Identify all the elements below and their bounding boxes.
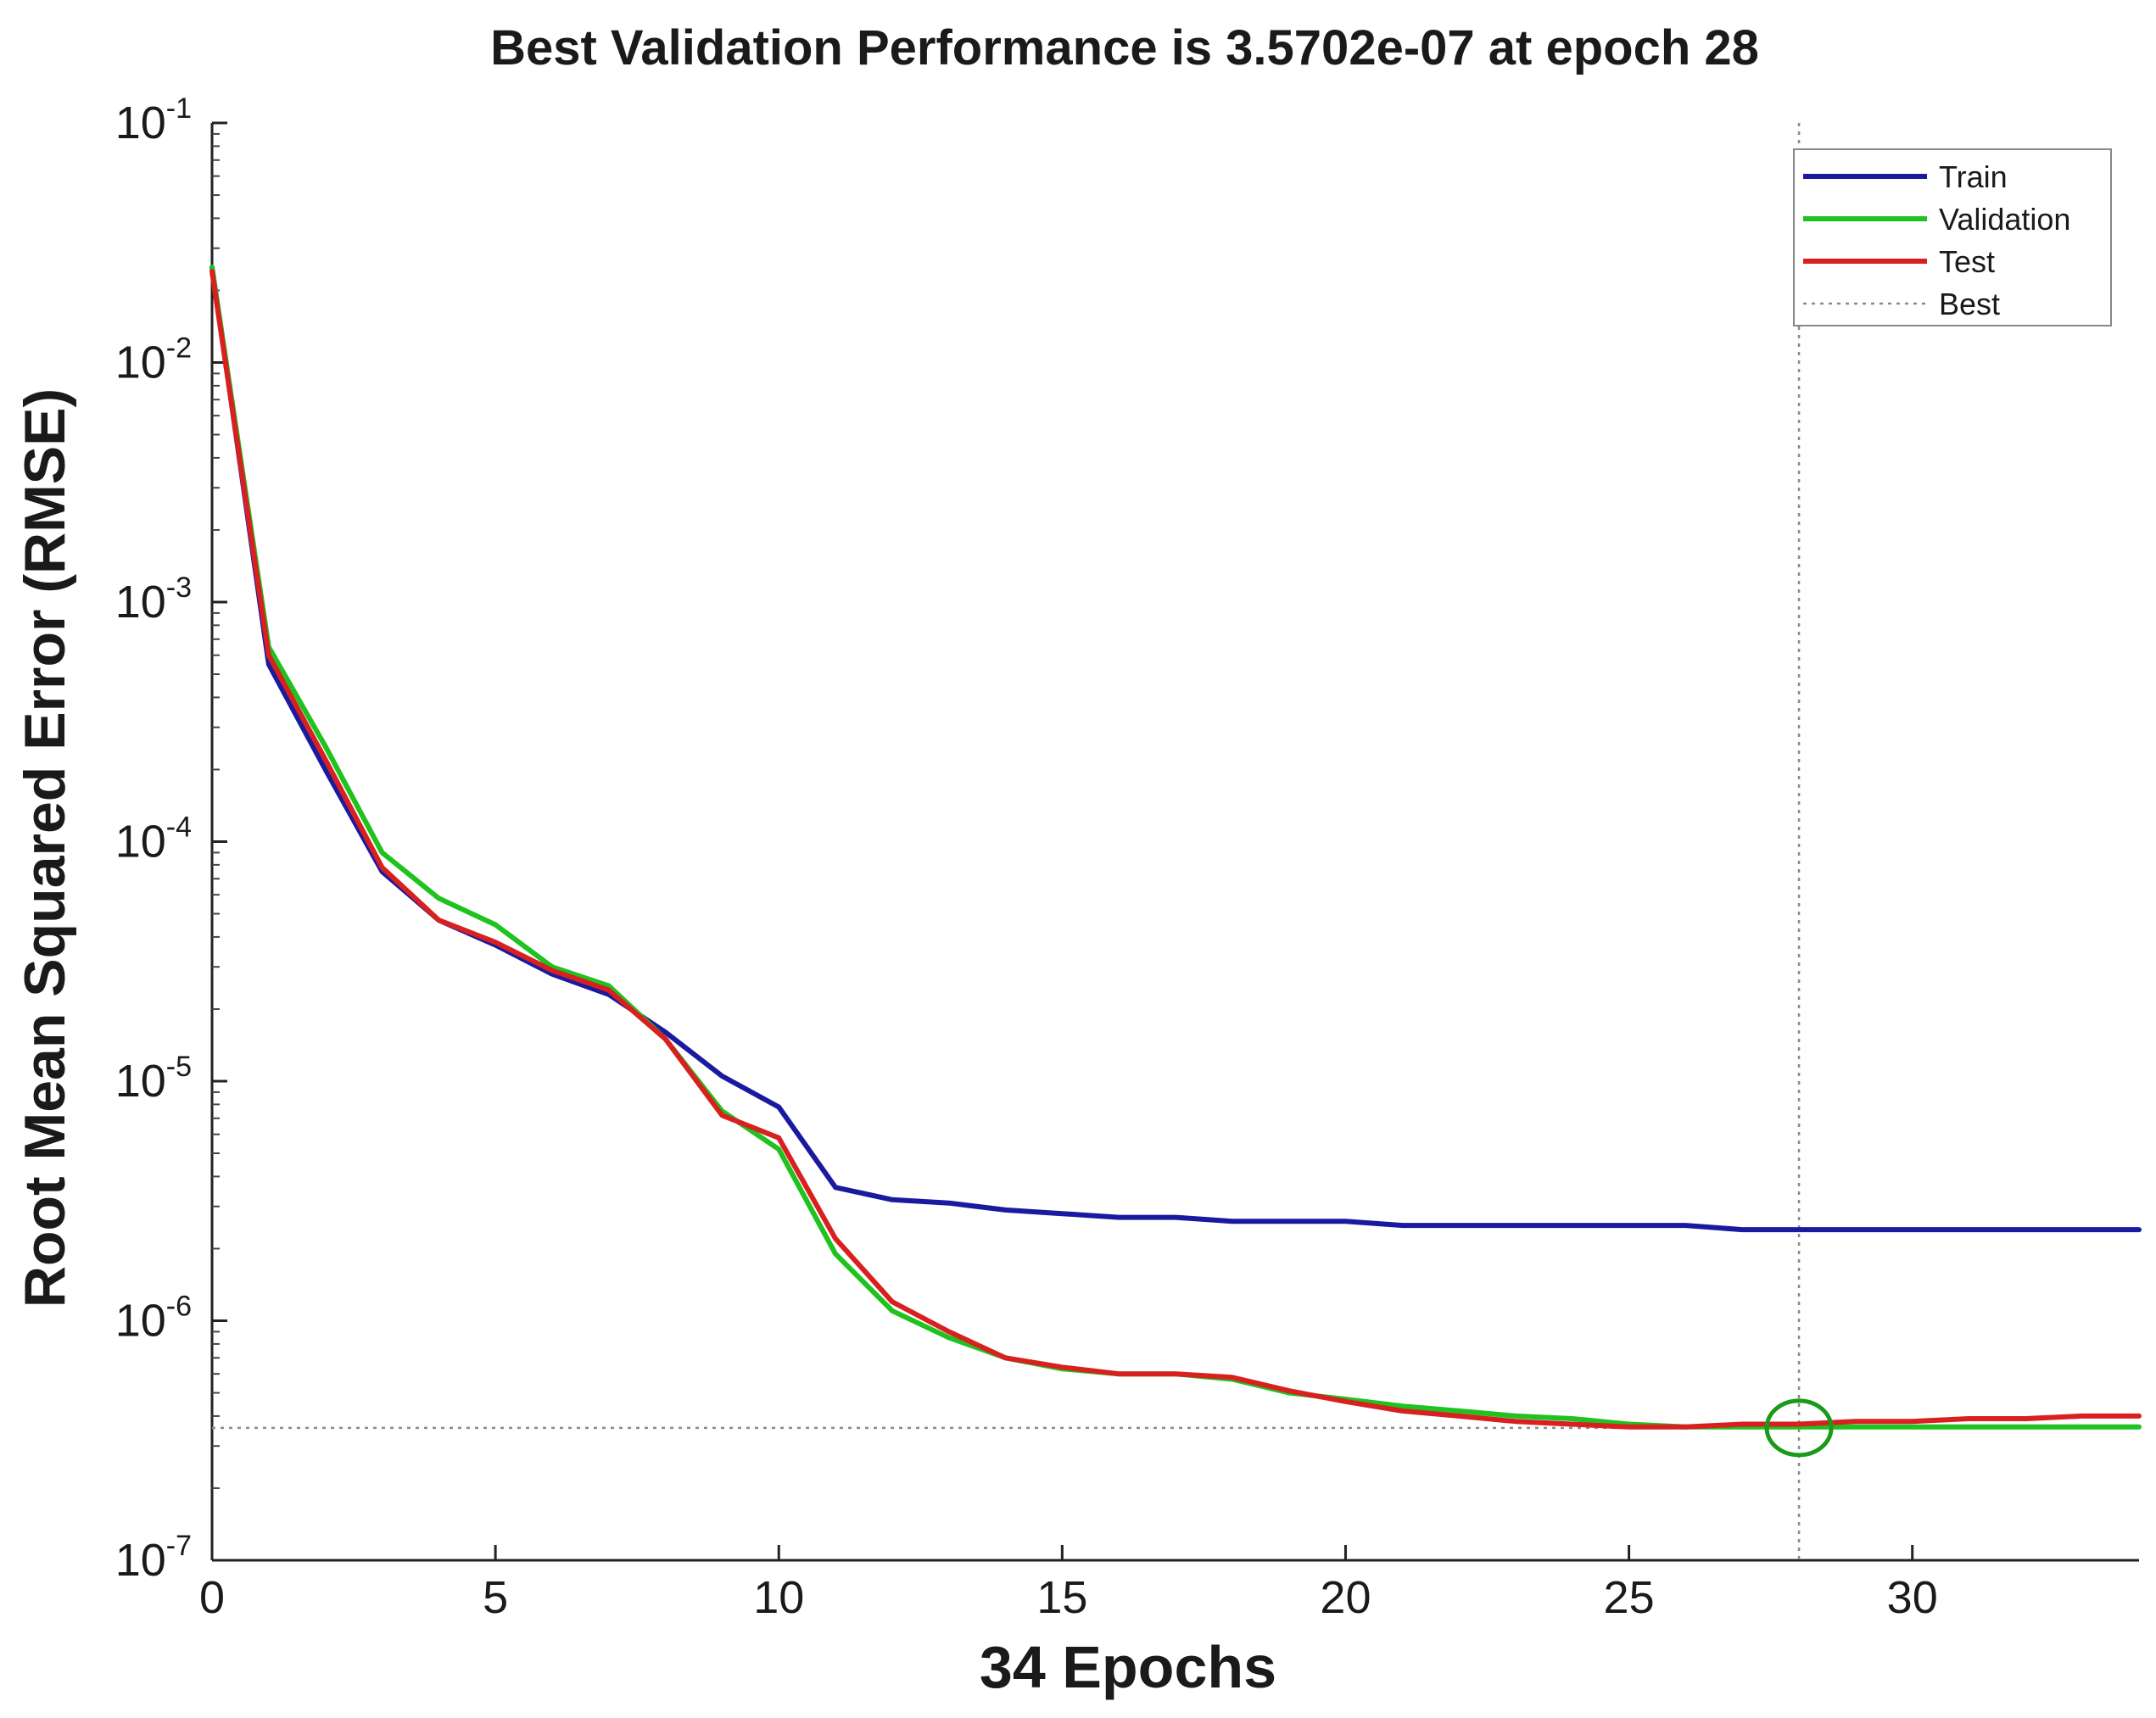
series-line-train bbox=[209, 265, 2142, 1233]
legend-label-validation: Validation bbox=[1939, 202, 2070, 237]
y-tick-label: 10-5 bbox=[115, 1051, 192, 1107]
y-tick-label: 10-3 bbox=[115, 572, 192, 628]
x-tick-label: 20 bbox=[1320, 1572, 1371, 1623]
x-tick-label: 5 bbox=[483, 1572, 508, 1623]
x-tick-label: 30 bbox=[1887, 1572, 1938, 1623]
x-tick-label: 15 bbox=[1036, 1572, 1087, 1623]
x-tick-label: 10 bbox=[753, 1572, 804, 1623]
legend: Train Validation Test Best bbox=[1793, 148, 2112, 326]
x-ticks: 0 5 10 15 20 25 30 bbox=[199, 1545, 1938, 1623]
series-line-test bbox=[209, 269, 2142, 1430]
best-marker-group bbox=[212, 123, 2139, 1560]
y-tick-label: 10-7 bbox=[115, 1530, 192, 1586]
y-ticks: 10-1 10-2 10-3 10-4 10-5 10-6 10-7 bbox=[115, 92, 227, 1586]
plot-area bbox=[210, 123, 2139, 1562]
y-tick-label: 10-2 bbox=[115, 332, 192, 388]
x-tick-label: 0 bbox=[199, 1572, 225, 1623]
y-tick-label: 10-4 bbox=[115, 812, 192, 867]
legend-label-test: Test bbox=[1939, 244, 1995, 279]
x-axis-label: 34 Epochs bbox=[980, 1634, 1276, 1700]
x-tick-label: 25 bbox=[1604, 1572, 1655, 1623]
chart-title: Best Validation Performance is 3.5702e-0… bbox=[490, 20, 1759, 75]
legend-label-train: Train bbox=[1939, 159, 2008, 194]
series-line-validation bbox=[209, 265, 2142, 1430]
legend-label-best: Best bbox=[1939, 287, 2000, 321]
y-tick-label: 10-1 bbox=[115, 92, 192, 148]
y-axis-label: Root Mean Squared Error (RMSE) bbox=[13, 388, 77, 1308]
series-lines bbox=[209, 265, 2142, 1458]
y-tick-label: 10-6 bbox=[115, 1291, 192, 1347]
best-point-marker bbox=[1764, 1398, 1834, 1458]
